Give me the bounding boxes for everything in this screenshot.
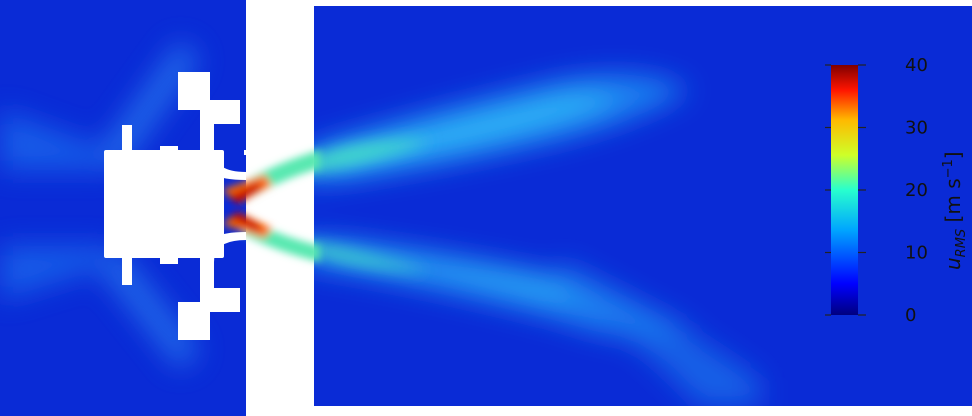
swirler-upper xyxy=(178,72,246,180)
combustor-wall xyxy=(244,0,314,155)
colorbar-subscript: RMS xyxy=(954,229,969,258)
swirler-lower xyxy=(178,232,246,340)
colorbar-tick-label: 0 xyxy=(905,305,916,326)
burner-geometry xyxy=(104,0,314,416)
colorbar-title: uRMS [m s−1] xyxy=(941,151,969,270)
colorbar-tick-label: 10 xyxy=(905,243,928,264)
centre-body-step-top xyxy=(122,125,132,155)
colorbar-tick-label: 20 xyxy=(905,180,928,201)
chamber-region xyxy=(314,6,972,406)
nozzle-jet xyxy=(222,150,320,262)
colorbar-unit-close: ] xyxy=(941,151,965,159)
colorbar-ticks: 0 10 20 30 40 xyxy=(825,55,928,326)
colorbar-unit: [m s xyxy=(941,178,965,222)
colorbar-unit-exponent: −1 xyxy=(941,159,956,178)
centre-body xyxy=(104,150,224,258)
swirler-vane-bottom xyxy=(160,258,178,264)
swirler-vane-top xyxy=(160,146,178,152)
combustor-wall-lower xyxy=(246,262,314,416)
centre-body-step-bottom xyxy=(122,255,132,285)
colorbar-tick-label: 40 xyxy=(905,55,928,76)
colorbar: 0 10 20 30 40 uRMS [m s−1] xyxy=(825,55,969,326)
colorbar-gradient xyxy=(831,65,858,315)
colorbar-tick-label: 30 xyxy=(905,118,928,139)
colorbar-symbol: u xyxy=(941,257,965,270)
